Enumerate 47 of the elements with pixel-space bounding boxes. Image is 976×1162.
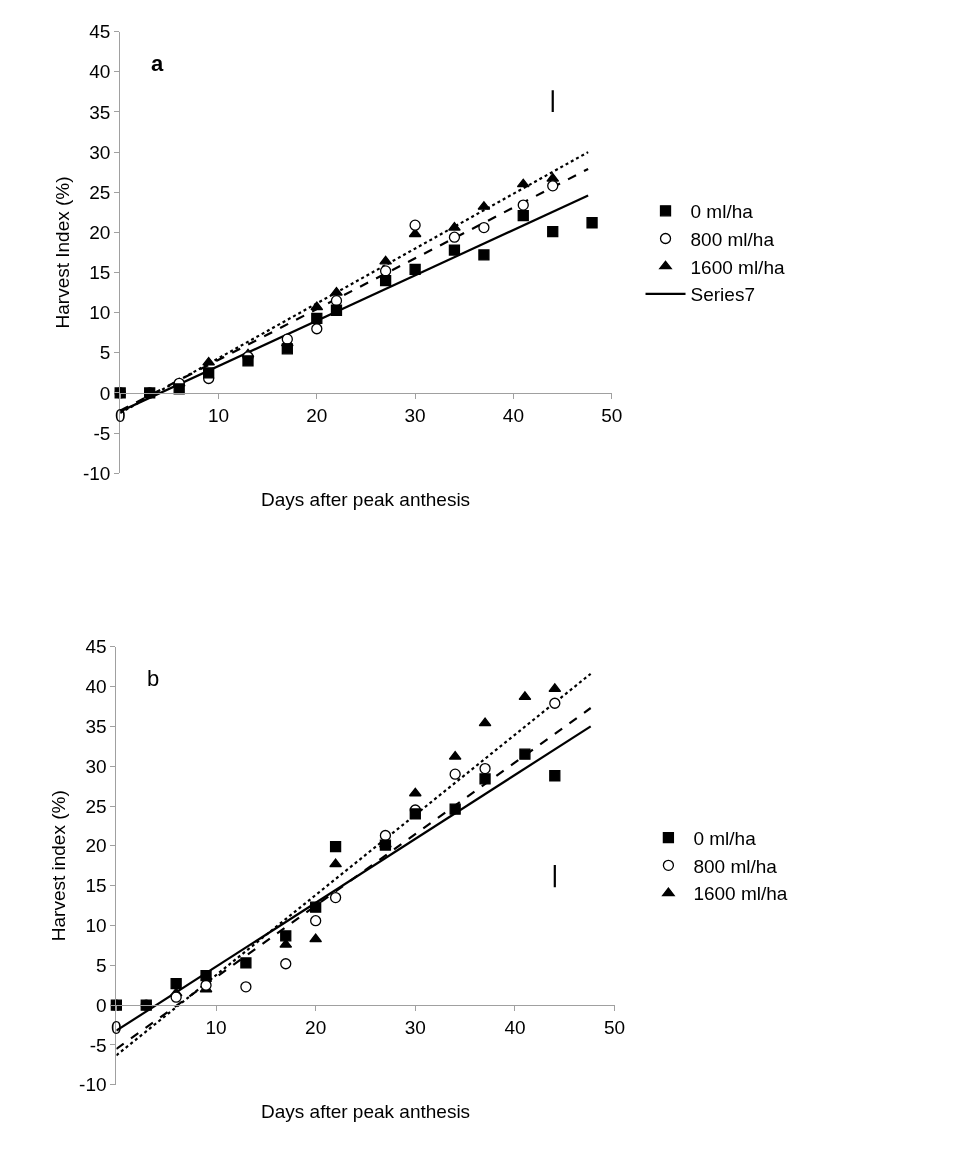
y-tick-label: 35 <box>89 101 111 123</box>
y-tick-label: 25 <box>85 795 107 817</box>
y-axis-title: Harvest index (%) <box>47 790 69 942</box>
x-tick-label: 20 <box>306 404 328 426</box>
y-tick-label: -5 <box>89 1034 107 1056</box>
y-tick-label: -10 <box>82 462 111 484</box>
x-tick-label: 40 <box>502 404 524 426</box>
x-tick-label: 10 <box>205 1016 227 1038</box>
legend-label: 1600 ml/ha <box>693 883 788 905</box>
text: b <box>147 666 160 691</box>
y-tick-label: -5 <box>93 422 111 444</box>
x-tick-label: 50 <box>601 404 623 426</box>
y-tick-label: 45 <box>89 21 111 43</box>
x-axis-title: Days after peak anthesis <box>261 1101 471 1122</box>
legend-label: 800 ml/ha <box>690 228 775 250</box>
y-axis-title: Harvest Index (%) <box>51 176 73 329</box>
y-tick-label: 40 <box>89 61 111 83</box>
y-tick-label: 30 <box>89 141 111 163</box>
text: a <box>151 51 164 76</box>
y-tick-label: 45 <box>85 636 107 658</box>
y-tick-label: 20 <box>85 835 107 857</box>
y-tick-label: 5 <box>95 954 107 976</box>
y-tick-label: -10 <box>79 1074 107 1096</box>
x-tick-label: 10 <box>207 404 230 426</box>
legend-label: 0 ml/ha <box>690 201 754 223</box>
y-tick-label: 30 <box>85 755 107 777</box>
y-tick-label: 5 <box>99 342 111 364</box>
y-tick-label: 0 <box>95 994 107 1016</box>
y-tick-label: 10 <box>85 915 107 937</box>
x-tick-label: 30 <box>404 1016 426 1038</box>
legend-label: 1600 ml/ha <box>690 256 785 278</box>
y-tick-label: 20 <box>89 222 111 244</box>
y-tick-label: 0 <box>99 382 111 404</box>
x-tick-label: 40 <box>504 1016 526 1038</box>
x-tick-label: 30 <box>404 404 426 426</box>
y-tick-label: 40 <box>85 676 107 698</box>
y-tick-label: 10 <box>89 302 111 324</box>
y-tick-label: 25 <box>89 181 111 203</box>
y-tick-label: 15 <box>85 875 107 897</box>
y-tick-label: 15 <box>89 262 111 284</box>
legend-label: Series7 <box>690 284 755 306</box>
y-tick-label: 35 <box>85 715 107 737</box>
x-axis-title: Days after peak anthesis <box>261 489 471 510</box>
x-tick-label: 50 <box>604 1016 626 1038</box>
x-tick-label: 20 <box>305 1016 327 1038</box>
legend-label: 0 ml/ha <box>693 828 757 850</box>
legend-label: 800 ml/ha <box>693 855 778 877</box>
